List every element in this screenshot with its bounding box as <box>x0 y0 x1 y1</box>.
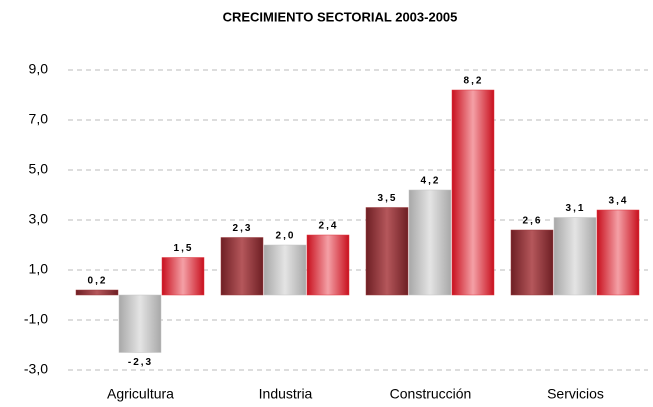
value-label: 3,4 <box>609 196 629 207</box>
bar <box>263 244 307 296</box>
y-tick-label: 1,0 <box>29 261 49 277</box>
y-tick-label: 7,0 <box>29 111 49 127</box>
value-label: 8,2 <box>464 76 484 87</box>
x-tick-label: Industria <box>259 386 313 402</box>
y-tick-label: 3,0 <box>29 211 49 227</box>
bar <box>306 234 350 296</box>
bar <box>553 217 597 296</box>
bar <box>161 257 205 296</box>
y-tick-label: -1,0 <box>24 311 48 327</box>
bar <box>220 237 264 296</box>
value-label: 2,0 <box>276 231 296 242</box>
value-label: 1,5 <box>174 243 194 254</box>
bar <box>510 229 554 296</box>
y-tick-label: -3,0 <box>24 361 48 377</box>
x-tick-label: Construcción <box>390 386 472 402</box>
bar <box>365 207 409 296</box>
value-label: 2,6 <box>523 216 543 227</box>
value-label: -2,3 <box>128 357 153 368</box>
y-tick-label: 9,0 <box>29 61 49 77</box>
bar <box>596 209 640 296</box>
value-label: 2,3 <box>233 223 253 234</box>
value-label: 2,4 <box>319 221 339 232</box>
bar <box>75 289 119 296</box>
x-tick-label: Servicios <box>547 386 604 402</box>
chart-title: CRECIMIENTO SECTORIAL 2003-2005 <box>223 9 458 24</box>
value-label: 3,1 <box>566 203 586 214</box>
bar <box>118 294 162 353</box>
value-label: 3,5 <box>378 193 398 204</box>
x-tick-label: Agricultura <box>107 386 174 402</box>
bar <box>451 89 495 296</box>
value-label: 0,2 <box>88 276 108 287</box>
value-label: 4,2 <box>421 176 441 187</box>
y-tick-label: 5,0 <box>29 161 49 177</box>
bar <box>408 189 452 296</box>
